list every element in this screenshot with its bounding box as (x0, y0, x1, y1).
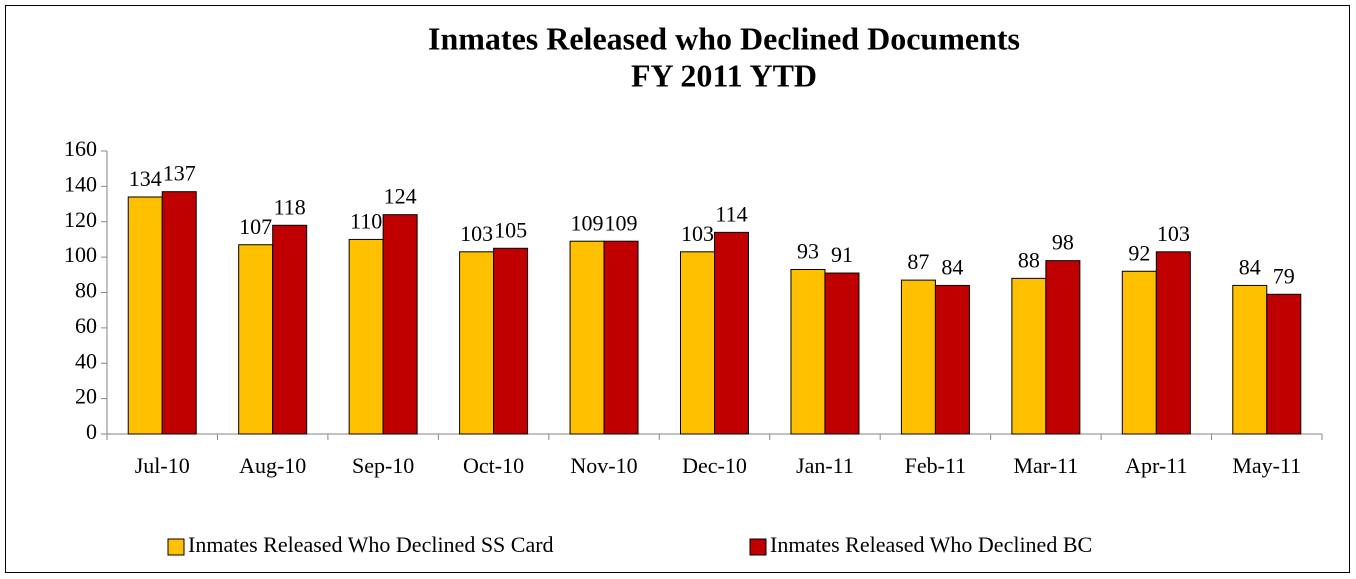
y-tick-label: 140 (64, 171, 97, 196)
data-label: 118 (274, 194, 306, 219)
bar (382, 214, 418, 435)
bar (127, 196, 163, 435)
y-tick-label: 0 (86, 419, 97, 444)
data-label: 103 (681, 221, 714, 246)
x-tick-label: Nov-10 (570, 453, 637, 478)
data-label: 114 (715, 201, 747, 226)
data-label: 109 (605, 210, 638, 235)
bar (680, 251, 715, 435)
data-label: 105 (494, 217, 527, 242)
x-tick-label: Apr-11 (1125, 453, 1187, 478)
bar (161, 191, 197, 435)
data-label: 103 (460, 221, 493, 246)
x-tick-label: Feb-11 (905, 453, 967, 478)
data-label: 93 (797, 239, 819, 264)
x-tick-label: Oct-10 (463, 453, 524, 478)
x-tick-label: Sep-10 (352, 453, 414, 478)
y-tick-label: 80 (75, 278, 97, 303)
legend-swatch (167, 538, 185, 556)
y-tick-label: 120 (64, 207, 97, 232)
data-label: 107 (239, 214, 272, 239)
bar (714, 231, 749, 435)
y-tick-label: 100 (64, 242, 97, 267)
data-label: 84 (1239, 254, 1261, 279)
y-tick-label: 40 (75, 348, 97, 373)
data-label: 84 (941, 254, 963, 279)
bar (493, 247, 529, 435)
data-label: 88 (1018, 247, 1040, 272)
bar (1232, 284, 1268, 435)
data-label: 109 (571, 210, 604, 235)
bar (569, 240, 605, 435)
chart-subtitle: FY 2011 YTD (631, 57, 817, 93)
data-label: 91 (831, 242, 853, 267)
bar (824, 272, 860, 435)
bar (459, 251, 495, 435)
y-tick-label: 160 (64, 136, 97, 161)
bar (1266, 293, 1302, 435)
bar (1011, 277, 1047, 435)
bar (1045, 260, 1081, 435)
data-label: 124 (384, 184, 417, 209)
x-tick-label: May-11 (1232, 453, 1301, 478)
x-tick-label: Jan-11 (796, 453, 854, 478)
legend-label: Inmates Released Who Declined BC (770, 532, 1092, 557)
bar (1155, 251, 1191, 435)
chart-title: Inmates Released who Declined Documents (428, 20, 1020, 56)
y-tick-label: 20 (75, 384, 97, 409)
x-tick-label: Dec-10 (682, 453, 747, 478)
data-label: 103 (1157, 221, 1190, 246)
data-label: 134 (129, 166, 162, 191)
data-label: 110 (350, 208, 382, 233)
x-tick-label: Mar-11 (1013, 453, 1078, 478)
bar (934, 284, 970, 435)
legend-swatch (749, 538, 767, 556)
data-label: 87 (907, 249, 929, 274)
bar (348, 238, 384, 435)
y-tick-label: 60 (75, 313, 97, 338)
data-label: 137 (163, 161, 196, 186)
data-label: 98 (1052, 230, 1074, 255)
data-label: 79 (1273, 263, 1295, 288)
bar (1121, 270, 1157, 435)
x-tick-label: Jul-10 (135, 453, 190, 478)
legend-label: Inmates Released Who Declined SS Card (188, 532, 554, 557)
bar (603, 240, 639, 435)
bar (272, 224, 308, 435)
bar (790, 269, 826, 435)
bar (238, 244, 274, 435)
bar (900, 279, 936, 435)
x-tick-label: Aug-10 (239, 453, 306, 478)
data-label: 92 (1128, 240, 1150, 265)
